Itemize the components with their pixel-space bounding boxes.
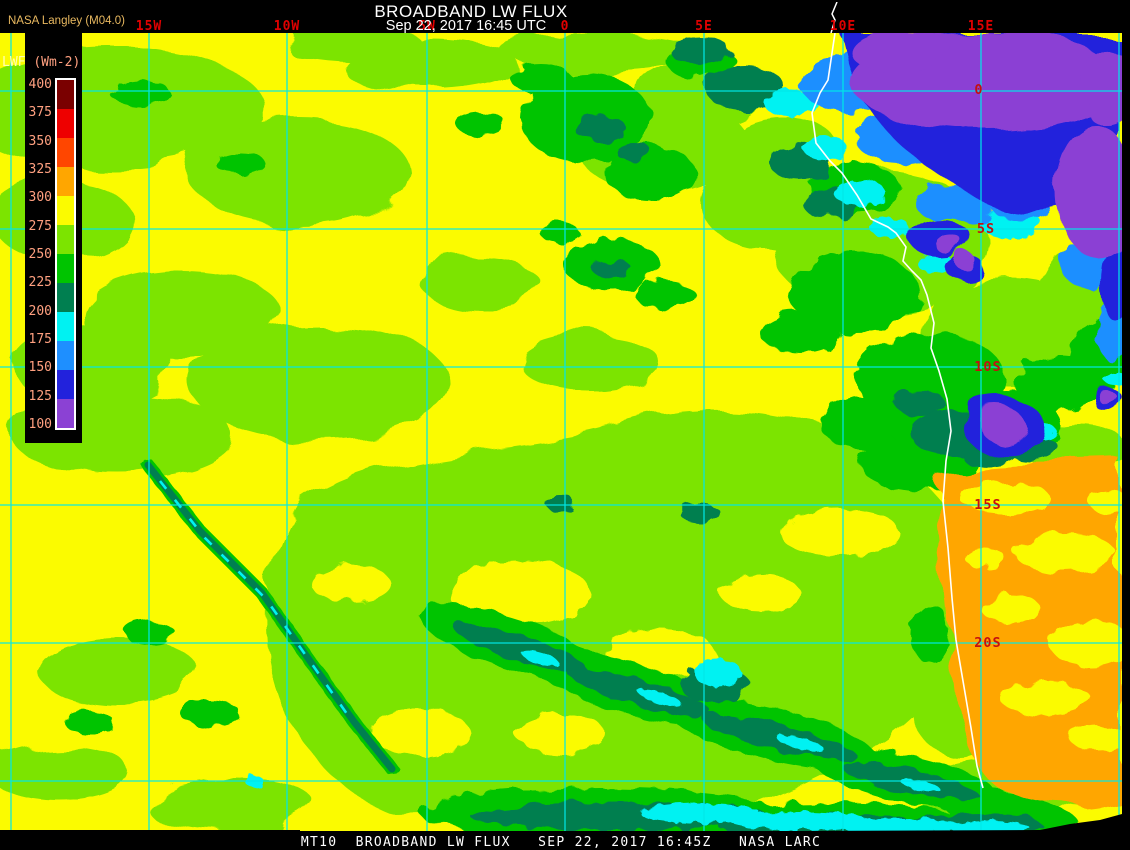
lon-label-15w: 15W xyxy=(135,19,163,34)
legend-tick-250: 250 xyxy=(28,246,52,262)
latitude-labels: 0 5S 10S 15S 20S xyxy=(974,82,1001,651)
legend-tick-375: 375 xyxy=(28,105,52,121)
legend-tick-100: 100 xyxy=(28,416,52,432)
legend-swatch-225-250 xyxy=(57,254,74,283)
coastline-header-segment xyxy=(830,2,838,33)
flux-field-purple xyxy=(850,33,1122,441)
legend-swatch-275-300 xyxy=(57,196,74,225)
lon-label-10w: 10W xyxy=(273,19,301,34)
lon-label-15e: 15E xyxy=(967,19,995,34)
lat-label-0: 0 xyxy=(974,82,983,98)
lon-label-5w: 5W xyxy=(418,19,436,34)
lon-label-5e: 5E xyxy=(695,19,713,34)
lon-label-0: 0 xyxy=(560,19,570,34)
legend-swatch-325-350 xyxy=(57,138,74,167)
legend-tick-225: 225 xyxy=(28,275,52,291)
legend-swatch-column xyxy=(55,78,76,430)
page-title: BROADBAND LW FLUX xyxy=(374,2,568,21)
lat-label-20s: 20S xyxy=(974,635,1001,651)
lon-label-10e: 10E xyxy=(829,19,857,34)
right-black-margin xyxy=(1122,0,1130,850)
footer-bar: MT10 BROADBAND LW FLUX SEP 22, 2017 16:4… xyxy=(0,832,1130,850)
legend-swatch-300-325 xyxy=(57,167,74,196)
legend-swatch-150-175 xyxy=(57,341,74,370)
legend-tick-350: 350 xyxy=(28,133,52,149)
lat-label-5s: 5S xyxy=(977,221,995,237)
legend-tick-400: 400 xyxy=(28,77,52,92)
legend-swatch-375-400 xyxy=(57,80,74,109)
lat-label-15s: 15S xyxy=(974,497,1001,513)
legend-tick-325: 325 xyxy=(28,161,52,177)
coastline xyxy=(811,33,984,789)
header-bar: NASA Langley (M04.0) BROADBAND LW FLUX S… xyxy=(0,0,1130,34)
legend-tick-300: 300 xyxy=(28,190,52,206)
legend-swatch-175-200 xyxy=(57,312,74,341)
legend-swatch-250-275 xyxy=(57,225,74,254)
legend-tick-125: 125 xyxy=(28,388,52,404)
footer-status-text: MT10 BROADBAND LW FLUX SEP 22, 2017 16:4… xyxy=(300,835,822,850)
legend-title: LWF (Wm-2) xyxy=(2,55,80,70)
legend-tick-175: 175 xyxy=(28,331,52,347)
legend-title-units: (Wm-2) xyxy=(33,55,81,70)
legend-swatch-350-375 xyxy=(57,109,74,138)
source-label: NASA Langley (M04.0) xyxy=(8,15,125,27)
legend-tick-275: 275 xyxy=(28,218,52,234)
graticule-lines xyxy=(0,33,1122,832)
flux-map: 0 5S 10S 15S 20S xyxy=(0,33,1122,832)
colorbar-legend: LWF (Wm-2) 400 375 350 325 300 275 250 225 200 17… xyxy=(2,33,82,443)
legend-tick-200: 200 xyxy=(28,303,52,319)
legend-swatch-200-225 xyxy=(57,283,74,312)
legend-swatch-100-125 xyxy=(57,399,74,428)
legend-tick-150: 150 xyxy=(28,360,52,376)
diagonal-cloud-streak xyxy=(141,458,399,776)
swath-edge xyxy=(0,814,1122,832)
lat-label-10s: 10S xyxy=(974,359,1001,375)
legend-title-prefix: LWF xyxy=(2,55,26,70)
datetime-label: Sep 22, 2017 16:45 UTC xyxy=(385,18,547,34)
legend-swatch-125-150 xyxy=(57,370,74,399)
